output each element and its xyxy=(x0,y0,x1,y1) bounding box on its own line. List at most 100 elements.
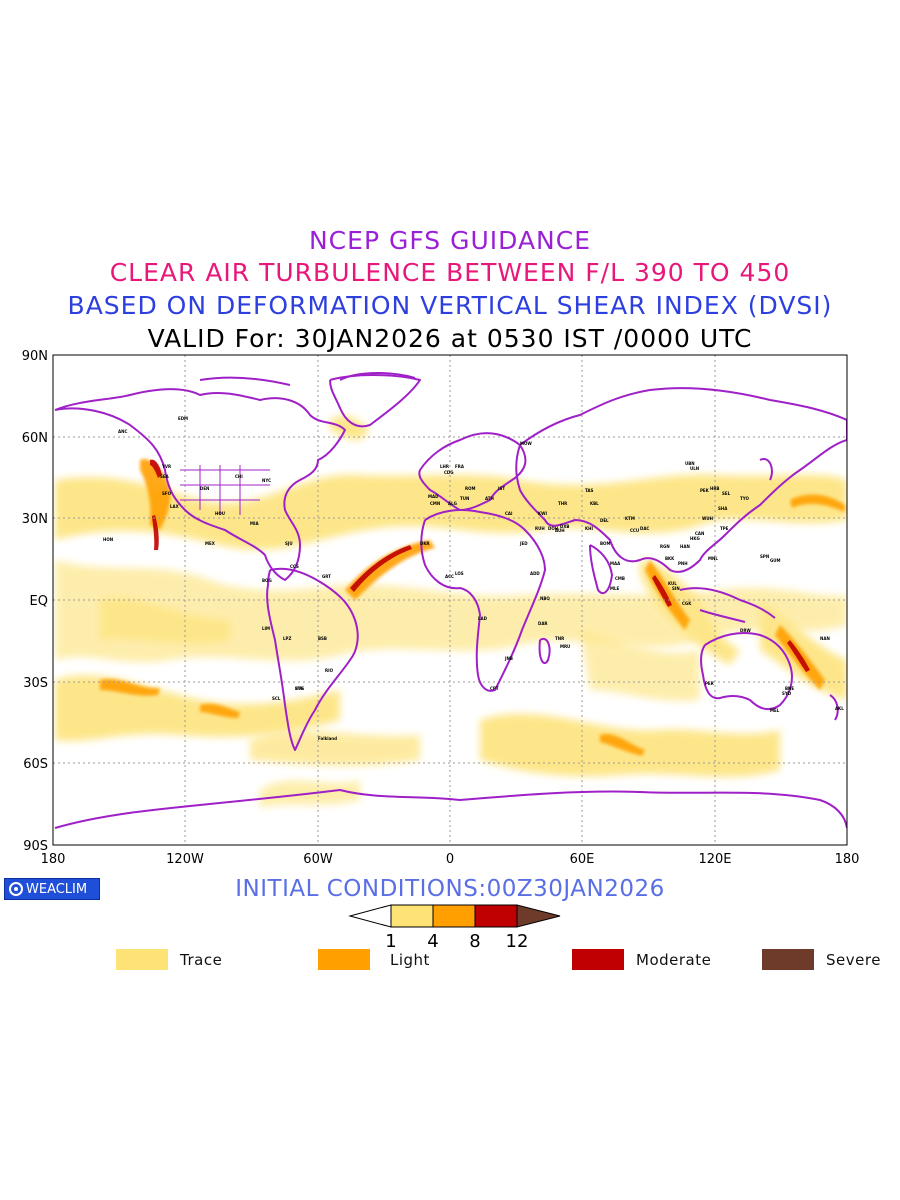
station-label: TNR xyxy=(555,636,564,641)
title-method: BASED ON DEFORMATION VERTICAL SHEAR INDE… xyxy=(67,291,833,320)
station-label: STG xyxy=(295,686,304,691)
station-label: SEA xyxy=(160,474,170,479)
station-label: BOG xyxy=(262,578,272,583)
station-label: DAC xyxy=(640,526,649,531)
station-label: RIO xyxy=(325,668,334,673)
station-label: FRA xyxy=(455,464,465,469)
station-label: HAN xyxy=(680,544,690,549)
colorbar-moderate xyxy=(474,904,518,928)
x-tick-label: 180 xyxy=(41,852,66,867)
station-label: LOS xyxy=(455,571,464,576)
station-label: SHA xyxy=(718,506,728,511)
station-label: DOH xyxy=(548,526,558,531)
station-label: KHI xyxy=(585,526,593,531)
map-plot-area xyxy=(53,355,847,845)
turbulence-moderate-field xyxy=(150,459,810,672)
station-label: DKR xyxy=(420,541,430,546)
colorbar-trace xyxy=(390,904,434,928)
y-tick-label: 30S xyxy=(23,676,48,691)
station-label: ULN xyxy=(690,466,699,471)
station-label: NAN xyxy=(820,636,830,641)
station-label: KBL xyxy=(590,501,599,506)
legend-label-severe: Severe xyxy=(826,951,881,969)
colorbar xyxy=(348,904,561,928)
station-label: SYD xyxy=(782,691,792,696)
weaclim-logo: WEACLIM xyxy=(4,878,100,900)
legend-label-light: Light xyxy=(390,951,430,969)
colorbar-tick: 1 xyxy=(385,931,396,952)
x-axis: 180 120W 60W 0 60E 120E 180 xyxy=(41,852,860,867)
legend-swatch-light xyxy=(318,949,370,970)
y-axis: 90N 60N 30N EQ 30S 60S 90S xyxy=(22,349,48,854)
station-label: DXB xyxy=(560,524,569,529)
station-label: RUH xyxy=(535,526,545,531)
station-label: SCL xyxy=(272,696,281,701)
station-label: HON xyxy=(103,537,113,542)
station-label: ROM xyxy=(465,486,475,491)
station-label: JNB xyxy=(504,656,513,661)
station-label: KTM xyxy=(625,516,635,521)
colorbar-tick: 8 xyxy=(469,931,480,952)
colorbar-under xyxy=(348,904,392,928)
station-label: BNE xyxy=(785,686,794,691)
station-label: ACC xyxy=(445,574,454,579)
x-tick-label: 60W xyxy=(303,852,333,867)
title-valid-time: VALID For: 30JAN2026 at 0530 IST /0000 U… xyxy=(147,324,753,353)
station-label: Falkland xyxy=(318,736,337,741)
station-label: SPN xyxy=(760,554,769,559)
station-label: SIN xyxy=(672,586,680,591)
station-label: DEN xyxy=(200,486,209,491)
station-label: KWI xyxy=(538,511,548,516)
station-label: DRW xyxy=(740,628,751,633)
station-label: CMN xyxy=(430,501,440,506)
station-label: DEL xyxy=(600,518,609,523)
station-label: GRT xyxy=(322,574,331,579)
station-label: ANC xyxy=(118,429,127,434)
x-tick-label: 120W xyxy=(166,852,204,867)
y-tick-label: 60N xyxy=(22,431,48,446)
station-label: IST xyxy=(498,486,505,491)
station-label: JED xyxy=(519,541,528,546)
station-label: WUH xyxy=(702,516,713,521)
x-tick-label: 60E xyxy=(570,852,595,867)
x-tick-label: 120E xyxy=(698,852,731,867)
station-label: MOW xyxy=(520,441,532,446)
title-model: NCEP GFS GUIDANCE xyxy=(308,226,591,255)
station-label: PER xyxy=(705,681,714,686)
station-label: SEL xyxy=(722,491,731,496)
legend-swatch-moderate xyxy=(572,949,624,970)
station-label: GUM xyxy=(770,558,781,563)
station-label: LAX xyxy=(170,504,179,509)
station-label: CAI xyxy=(505,511,513,516)
station-label: MRU xyxy=(560,644,570,649)
station-label: MLE xyxy=(610,586,620,591)
station-label: EDM xyxy=(178,416,188,421)
station-label: MEL xyxy=(770,708,780,713)
station-label: CDG xyxy=(444,470,454,475)
station-label: TYO xyxy=(740,496,749,501)
legend-label-moderate: Moderate xyxy=(636,951,712,969)
colorbar-tick: 12 xyxy=(506,931,529,952)
station-label: CCU xyxy=(630,528,639,533)
map-graticule xyxy=(53,355,847,845)
map-frame xyxy=(52,354,848,846)
x-tick-label: 180 xyxy=(835,852,860,867)
station-label: HRB xyxy=(710,486,719,491)
station-label: CCS xyxy=(290,564,299,569)
station-label: HOU xyxy=(215,511,225,516)
station-label: ALG xyxy=(448,501,457,506)
station-label: CPT xyxy=(490,686,499,691)
station-label: MIA xyxy=(250,521,259,526)
station-label: RGN xyxy=(660,544,670,549)
station-label: DAR xyxy=(538,621,548,626)
station-label: LAD xyxy=(478,616,488,621)
station-label: LIM xyxy=(262,626,270,631)
y-tick-label: 90S xyxy=(23,839,48,854)
legend-swatch-severe xyxy=(762,949,814,970)
station-label: SJU xyxy=(285,541,293,546)
colorbar-light xyxy=(432,904,476,928)
station-label: CGK xyxy=(682,601,692,606)
colorbar-ticks: 1 4 8 12 xyxy=(385,931,528,952)
station-label: BUE xyxy=(295,686,304,691)
